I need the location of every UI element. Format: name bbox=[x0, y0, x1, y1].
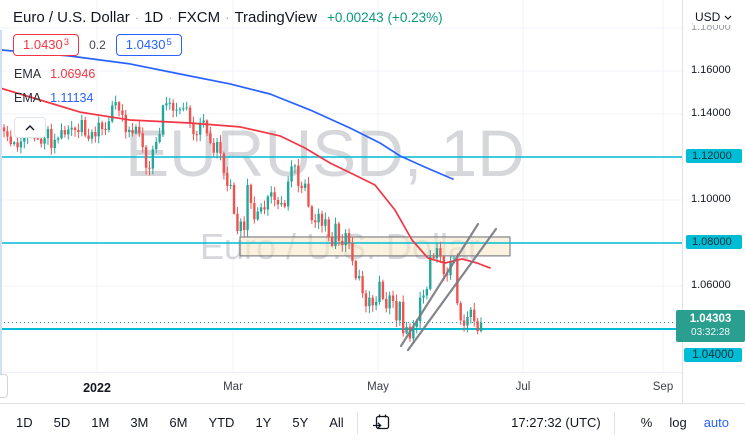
ema-line bbox=[0, 87, 491, 269]
trend-line-drawing bbox=[406, 227, 498, 352]
separator-dot: · bbox=[225, 10, 230, 25]
rectangle-zone-drawing bbox=[239, 236, 511, 257]
left-edge-strip bbox=[0, 30, 2, 398]
range-button-5y[interactable]: 5Y bbox=[292, 415, 309, 430]
buy-button[interactable]: 1.0430 5 bbox=[115, 34, 182, 56]
price-scale[interactable]: USD 1.18000 1.16000 1.14000 1.12000 1.10000 1… bbox=[676, 0, 745, 403]
range-button-6m[interactable]: 6M bbox=[169, 415, 188, 430]
price-tick-label: 1.06000 bbox=[691, 279, 731, 291]
indicator-legend-ema-fast[interactable]: EMA 1.06946 bbox=[14, 67, 96, 81]
exchange-label: FXCM bbox=[177, 9, 221, 26]
chart-canvas[interactable]: EURUSD, 1D Euro / U.S. Dollar bbox=[0, 0, 682, 372]
price-tick-label: 1.08000 bbox=[686, 235, 742, 249]
last-price-countdown-label: 1.04303 03:32:28 bbox=[676, 310, 745, 343]
percent-scale-button[interactable]: % bbox=[640, 415, 653, 430]
range-button-all[interactable]: All bbox=[329, 415, 344, 430]
time-tick-label: Sep bbox=[652, 381, 674, 393]
currency-unit-dropdown[interactable]: USD bbox=[693, 9, 735, 25]
date-range-buttons: 1D 5D 1M 3M 6M YTD 1Y 5Y All bbox=[16, 415, 344, 430]
time-tick-label: Mar bbox=[223, 381, 243, 393]
price-tick-label: 1.14000 bbox=[691, 107, 731, 119]
chevron-down-icon bbox=[724, 15, 732, 20]
bid-ask-row: 1.0430 3 0.2 1.0430 5 bbox=[13, 34, 182, 56]
indicator-legend-ema-slow[interactable]: EMA 1.11134 bbox=[14, 91, 94, 105]
interval-label[interactable]: 1D bbox=[144, 9, 164, 26]
range-button-ytd[interactable]: YTD bbox=[208, 415, 235, 430]
symbol-legend[interactable]: Euro / U.S. Dollar · 1D · FXCM · Trading… bbox=[13, 9, 443, 26]
range-button-1d[interactable]: 1D bbox=[16, 415, 33, 430]
price-tick-label: 1.12000 bbox=[686, 149, 742, 163]
separator-dot: · bbox=[134, 10, 140, 25]
time-tick-label: Jul bbox=[515, 381, 531, 393]
sell-button[interactable]: 1.0430 3 bbox=[13, 34, 80, 56]
range-button-5d[interactable]: 5D bbox=[53, 415, 71, 430]
symbol-title[interactable]: Euro / U.S. Dollar bbox=[13, 9, 130, 26]
toolbar-divider bbox=[356, 411, 358, 434]
platform-label: TradingView bbox=[234, 9, 317, 26]
range-button-1m[interactable]: 1M bbox=[91, 415, 110, 430]
level-price-label: 1.04000 bbox=[684, 348, 742, 362]
go-to-date-icon bbox=[372, 414, 389, 430]
chevron-up-icon bbox=[25, 124, 35, 130]
separator-dot: · bbox=[168, 10, 173, 25]
trend-line-drawing bbox=[399, 222, 480, 348]
range-button-1y[interactable]: 1Y bbox=[255, 415, 272, 430]
bottom-left-corner-button[interactable] bbox=[0, 374, 8, 398]
price-tick-label: 1.16000 bbox=[691, 64, 731, 76]
time-tick-label: 2022 bbox=[83, 381, 111, 395]
toolbar-divider bbox=[613, 411, 615, 434]
time-scale[interactable]: 2022 Mar May Jul Sep bbox=[0, 372, 745, 404]
log-scale-button[interactable]: log bbox=[669, 415, 687, 430]
price-tick-label: 1.10000 bbox=[691, 193, 731, 205]
clock-utc[interactable]: 17:27:32 (UTC) bbox=[511, 415, 601, 430]
price-change: +0.00243 (+0.23%) bbox=[326, 10, 443, 25]
bottom-toolbar: 1D 5D 1M 3M 6M YTD 1Y 5Y All 17:27:32 (UTC) % lo… bbox=[0, 403, 745, 441]
spread-value: 0.2 bbox=[89, 38, 106, 52]
range-button-3m[interactable]: 3M bbox=[130, 415, 149, 430]
ema-line bbox=[0, 49, 454, 180]
auto-scale-button[interactable]: auto bbox=[703, 415, 729, 430]
legend-collapse-button[interactable] bbox=[14, 117, 46, 138]
watermark-symbol: EURUSD, 1D bbox=[125, 116, 525, 190]
go-to-date-button[interactable] bbox=[371, 412, 392, 433]
time-tick-label: May bbox=[367, 381, 389, 393]
